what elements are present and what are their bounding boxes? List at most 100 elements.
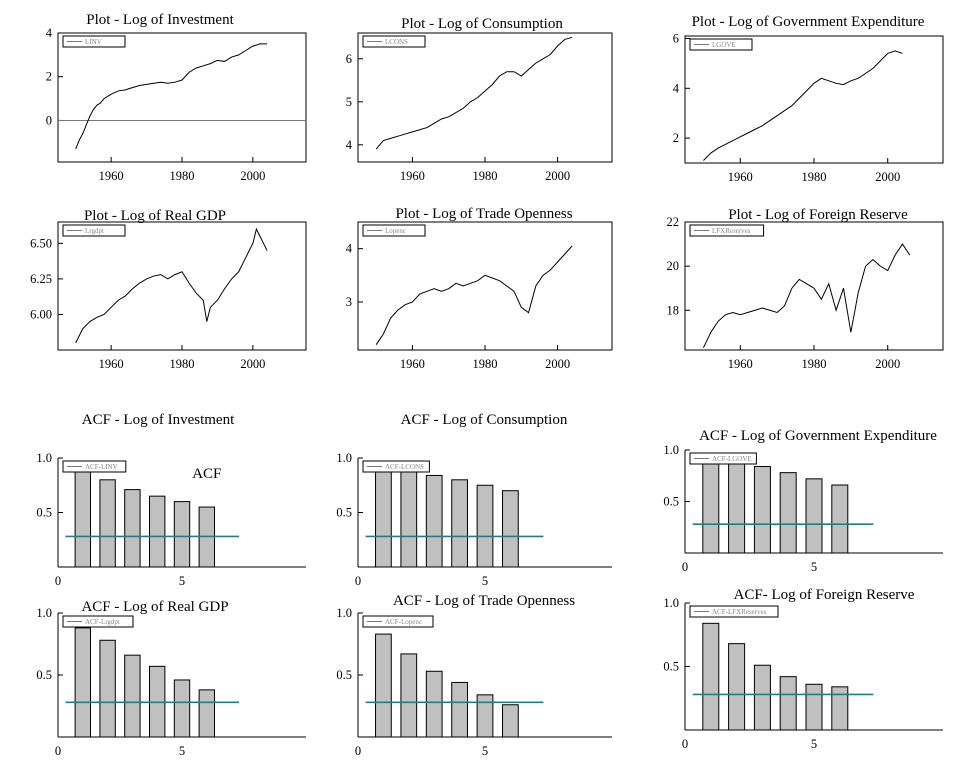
acf-bar (74, 467, 91, 568)
legend-label: Lopenc (385, 227, 406, 235)
acf-bar (805, 478, 823, 554)
y-tick-label: 0 (46, 113, 52, 127)
legend-box (689, 224, 765, 237)
acf-bar (124, 654, 141, 738)
acf-bar (702, 456, 720, 554)
y-tick-label: 22 (667, 215, 680, 229)
acf-bar (425, 670, 443, 738)
acf-bar (831, 484, 849, 554)
legend-label: ACF-Lrgdpt (85, 618, 120, 626)
acf-bar (753, 465, 771, 554)
x-tick-label: 1960 (400, 357, 425, 371)
acf-bar (99, 639, 116, 738)
legend-box (689, 605, 779, 618)
plot-frame (357, 32, 613, 163)
x-tick-label: 5 (179, 744, 185, 758)
chart-panel-10: ACF - Log of Real GDP 0.5 1.0 0 5 ACF-Lrgdpt (36, 599, 306, 758)
y-tick-label: 3 (346, 295, 352, 309)
series-line (703, 50, 903, 161)
y-tick-label: 1.0 (663, 443, 679, 457)
y-tick-label: 2 (46, 70, 52, 84)
acf-bar (779, 676, 797, 731)
x-tick-label: 1960 (99, 169, 124, 183)
acf-bar (451, 681, 468, 738)
x-tick-label: 1980 (473, 357, 498, 371)
x-tick-label: 2000 (545, 357, 570, 371)
legend-box (362, 224, 426, 237)
chart-panel-4: Plot - Log of Real GDP 6.00 6.25 6.50 1960 19… (30, 208, 307, 371)
series-line (702, 243, 911, 349)
acf-bar (173, 679, 191, 738)
acf-bar (375, 633, 392, 738)
chart-panel-7: ACF - Log of Investment 0.5 1.0 0 5 ACF ACF-LI… (36, 412, 306, 588)
x-tick-label: 5 (179, 574, 185, 588)
x-tick-label: 5 (482, 574, 488, 588)
x-tick-label: 5 (811, 737, 817, 751)
acf-bar (502, 490, 519, 568)
y-tick-label: 6.25 (30, 272, 52, 286)
acf-bar (476, 694, 494, 738)
legend-label: ACF-LGOVE (712, 455, 752, 463)
chart-panel-1: Plot - Log of Investment 0 2 4 1960 1980 2000 L… (46, 12, 307, 183)
x-tick-label: 2000 (240, 169, 265, 183)
x-tick-label: 2000 (545, 169, 570, 183)
acf-bar (198, 689, 215, 738)
acf-bar (99, 479, 116, 568)
legend-box (62, 615, 134, 628)
legend-box (62, 460, 127, 473)
y-tick-label: 0.5 (336, 668, 352, 682)
y-tick-label: 4 (46, 26, 53, 40)
acf-bar (779, 472, 797, 554)
acf-bar (124, 489, 141, 568)
y-tick-label: 0.5 (36, 668, 52, 682)
acf-bar (728, 643, 746, 731)
x-tick-label: 1960 (728, 170, 753, 184)
x-tick-label: 1980 (802, 170, 827, 184)
y-tick-label: 4 (673, 81, 680, 95)
x-tick-label: 2000 (240, 357, 265, 371)
x-tick-label: 0 (682, 737, 688, 751)
x-tick-label: 5 (482, 744, 488, 758)
plot-frame (57, 221, 307, 351)
legend-box (362, 460, 430, 473)
x-tick-label: 1980 (170, 357, 195, 371)
x-tick-label: 0 (355, 574, 361, 588)
legend-label: LGOVE (712, 41, 736, 49)
chart-title: Plot - Log of Investment (86, 12, 234, 28)
chart-title: Plot - Log of Trade Openness (395, 206, 572, 222)
y-tick-label: 0.5 (36, 506, 52, 520)
y-tick-label: 0.5 (663, 660, 679, 674)
legend-label: ACF-LCONS (385, 463, 424, 471)
acf-bar (425, 474, 443, 568)
chart-title: Plot - Log of Real GDP (84, 208, 226, 224)
y-tick-label: 20 (667, 259, 680, 273)
x-tick-label: 0 (682, 560, 688, 574)
x-tick-label: 1960 (99, 357, 124, 371)
plot-frame (357, 221, 613, 351)
acf-bar (831, 686, 849, 731)
x-tick-label: 5 (811, 560, 817, 574)
y-tick-label: 0.5 (663, 495, 679, 509)
y-tick-label: 6.50 (30, 236, 52, 250)
y-tick-label: 6.00 (30, 307, 52, 321)
x-tick-label: 0 (55, 744, 61, 758)
legend-box (62, 35, 126, 48)
series-line (75, 227, 268, 344)
acf-bar (502, 704, 519, 738)
chart-title: Plot - Log of Consumption (401, 16, 563, 32)
y-tick-label: 4 (346, 138, 353, 152)
y-tick-label: 18 (667, 303, 680, 317)
legend-box (362, 35, 426, 48)
chart-panel-3: Plot - Log of Government Expenditure 2 4 6 1… (673, 14, 944, 184)
x-tick-label: 1980 (170, 169, 195, 183)
chart-title: ACF - Log of Trade Openness (393, 593, 575, 609)
legend-label: LCONS (385, 38, 408, 46)
x-tick-label: 1980 (473, 169, 498, 183)
y-tick-label: 6 (346, 52, 352, 66)
plot-frame (684, 221, 944, 351)
y-tick-label: 6 (673, 31, 679, 45)
chart-title: ACF - Log of Consumption (401, 412, 568, 428)
chart-panel-5: Plot - Log of Trade Openness 3 4 1960 1980 20… (346, 206, 613, 371)
acf-bar (74, 627, 91, 738)
y-tick-label: 5 (346, 95, 352, 109)
